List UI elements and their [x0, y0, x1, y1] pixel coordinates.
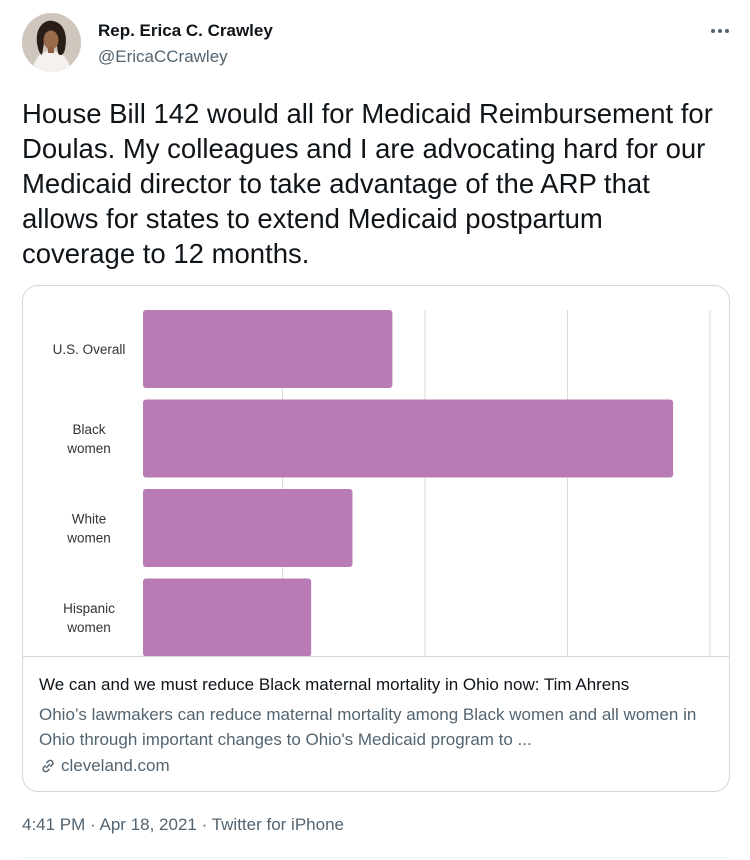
avatar-image	[22, 13, 81, 72]
bar-chart: U.S. Overall Black women White women Hispanic…	[53, 310, 711, 657]
card-description: Ohio’s lawmakers can reduce maternal mor…	[39, 705, 697, 749]
category-label: Black women	[66, 422, 111, 456]
card-image[interactable]: U.S. Overall Black women White women Hispanic…	[23, 286, 729, 657]
avatar[interactable]	[22, 13, 81, 72]
card-domain[interactable]: cleveland.com	[39, 756, 170, 776]
bar	[143, 399, 674, 478]
more-horizontal-icon	[711, 29, 729, 33]
tweet-header: Rep. Erica C. Crawley @EricaCCrawley	[22, 13, 732, 75]
meta-separator: ·	[201, 815, 208, 834]
link-card[interactable]: U.S. Overall Black women White women Hispanic…	[22, 285, 730, 792]
bar	[143, 489, 353, 567]
meta-separator: ·	[90, 815, 96, 834]
divider	[22, 857, 728, 858]
author-handle[interactable]: @EricaCCrawley	[98, 47, 228, 66]
category-label: Hispanic women	[63, 601, 115, 635]
tweet-time[interactable]: 4:41 PM	[22, 815, 86, 834]
tweet-text: House Bill 142 would all for Medicaid Re…	[22, 98, 713, 269]
tweet-meta: 4:41 PM · Apr 18, 2021 · Twitter for iPh…	[22, 815, 344, 835]
bar	[143, 310, 393, 388]
card-info[interactable]: We can and we must reduce Black maternal…	[23, 657, 729, 791]
tweet-date[interactable]: Apr 18, 2021	[99, 815, 197, 834]
bar	[143, 578, 312, 657]
category-label: White women	[66, 512, 111, 546]
card-title[interactable]: We can and we must reduce Black maternal…	[39, 675, 630, 694]
tweet-source[interactable]: Twitter for iPhone	[211, 815, 344, 834]
card-domain-text: cleveland.com	[61, 756, 170, 775]
category-label: U.S. Overall	[53, 342, 126, 357]
more-options-button[interactable]	[708, 19, 732, 43]
author-name[interactable]: Rep. Erica C. Crawley	[98, 21, 273, 40]
link-icon	[42, 759, 54, 773]
